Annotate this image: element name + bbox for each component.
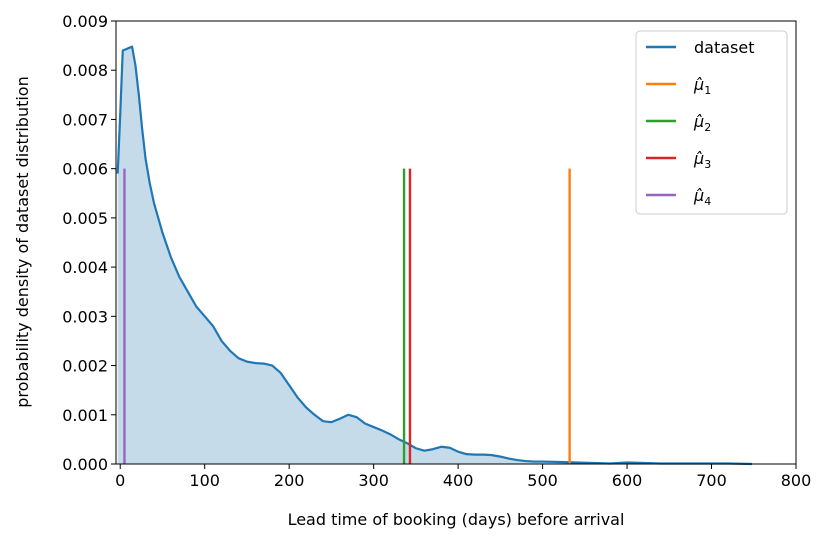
x-tick-label: 400 bbox=[443, 471, 474, 490]
legend-label: μ̂4 bbox=[693, 186, 711, 208]
axes: 0 100 200 300 400 500 600 700 800 0.000 0.001 0.002… bbox=[62, 12, 811, 490]
x-tick-label: 800 bbox=[781, 471, 812, 490]
x-tick-label: 100 bbox=[189, 471, 220, 490]
y-tick-label: 0.004 bbox=[62, 258, 108, 277]
y-tick-label: 0.000 bbox=[62, 455, 108, 474]
plot-area bbox=[116, 45, 753, 466]
legend-label: μ̂2 bbox=[693, 112, 711, 134]
y-tick-label: 0.007 bbox=[62, 110, 108, 129]
plot-frame bbox=[115, 20, 797, 465]
y-axis-label: probability density of dataset distribut… bbox=[13, 76, 32, 407]
y-tick-label: 0.003 bbox=[62, 307, 108, 326]
x-tick-label: 600 bbox=[612, 471, 643, 490]
density-line bbox=[116, 45, 753, 466]
x-axis-label: Lead time of booking (days) before arriv… bbox=[288, 510, 625, 529]
x-tick-label: 200 bbox=[274, 471, 305, 490]
legend-label: dataset bbox=[694, 38, 755, 57]
y-tick-label: 0.008 bbox=[62, 61, 108, 80]
legend-label: μ̂1 bbox=[693, 75, 711, 97]
y-tick-label: 0.009 bbox=[62, 12, 108, 31]
y-tick-label: 0.001 bbox=[62, 406, 108, 425]
x-tick-label: 0 bbox=[115, 471, 125, 490]
x-tick-label: 300 bbox=[358, 471, 389, 490]
legend: dataset μ̂1 μ̂2 μ̂3 μ̂4 bbox=[635, 30, 788, 215]
x-tick-label: 700 bbox=[696, 471, 727, 490]
density-area bbox=[117, 46, 753, 464]
y-tick-label: 0.006 bbox=[62, 160, 108, 179]
y-tick-label: 0.005 bbox=[62, 209, 108, 228]
legend-label: μ̂3 bbox=[693, 149, 711, 171]
legend-box bbox=[635, 30, 788, 215]
y-tick-label: 0.002 bbox=[62, 357, 108, 376]
x-tick-label: 500 bbox=[527, 471, 558, 490]
